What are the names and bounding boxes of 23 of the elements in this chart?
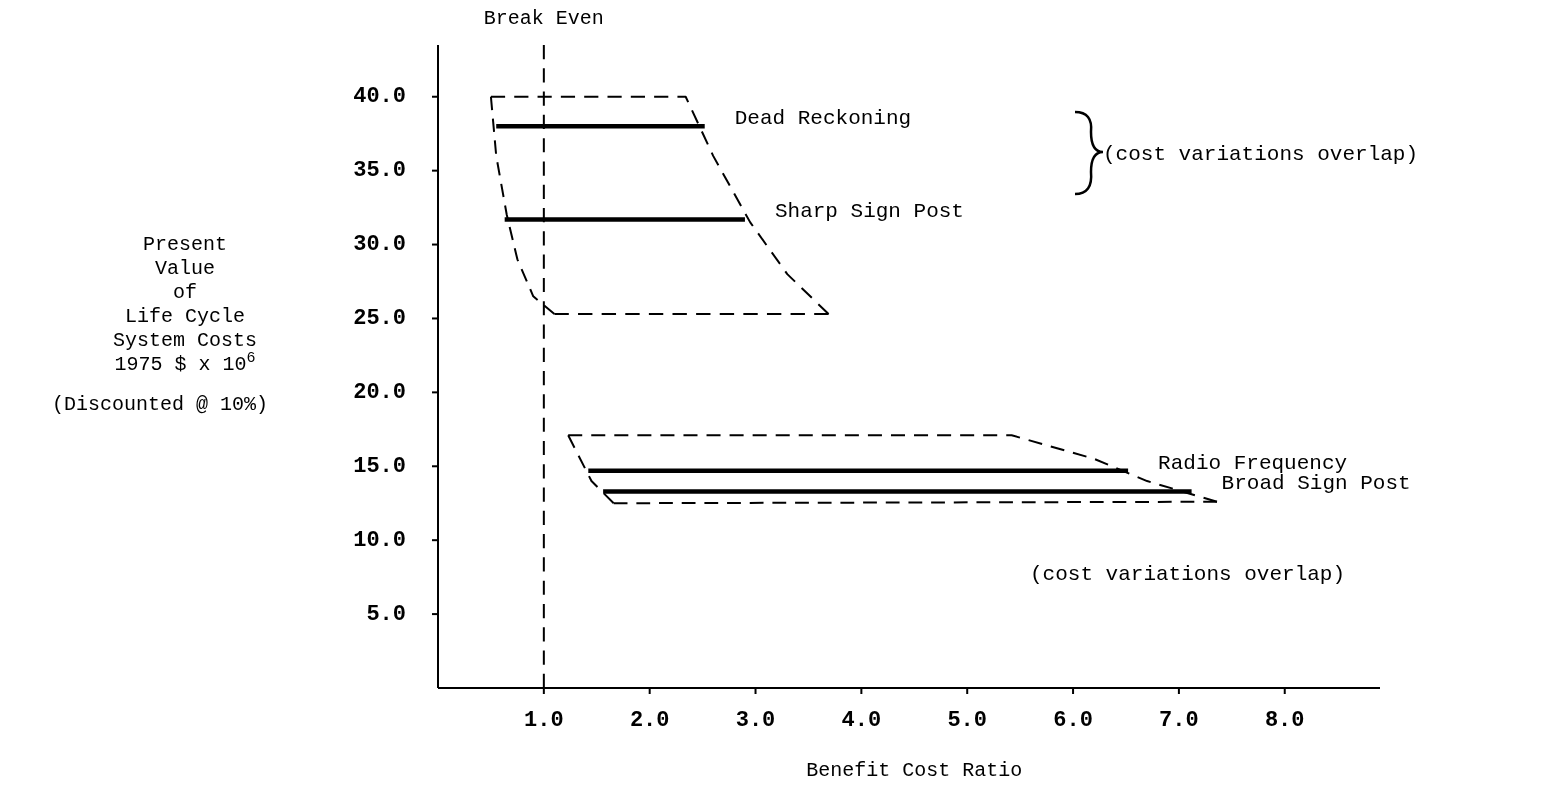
- x-tick-label: 8.0: [1264, 708, 1305, 733]
- y-tick-label: 40.0: [353, 84, 406, 110]
- x-tick-label: 7.0: [1159, 708, 1199, 733]
- x-tick-label: 2.0: [629, 708, 670, 733]
- x-tick-label: 3.0: [735, 708, 776, 733]
- annotation: (cost variations overlap): [1103, 143, 1419, 166]
- y-tick-label: 15.0: [353, 453, 406, 479]
- annotation: (cost variations overlap): [1030, 563, 1346, 586]
- x-tick-label: 1.0: [524, 708, 564, 733]
- y-tick-label: 20.0: [353, 379, 406, 405]
- y-tick-label: 25.0: [353, 305, 406, 331]
- series-label: Dead Reckoning: [734, 107, 912, 131]
- text: Present Value of Life Cycle System Costs 1975 $ x 10$^{6}$ (Discounted @ 10%): [51, 233, 269, 416]
- x-axis-title: Benefit Cost Ratio: [806, 759, 1023, 782]
- ref-line-label: Break Even: [483, 7, 604, 30]
- y-tick-label: 35.0: [353, 158, 406, 184]
- series-label: Sharp Sign Post: [774, 200, 964, 224]
- x-tick-label: 4.0: [841, 708, 882, 733]
- y-tick-label: 10.0: [353, 527, 406, 553]
- y-tick-label: 30.0: [353, 232, 406, 258]
- x-tick-label: 5.0: [947, 708, 988, 733]
- y-tick-label: 5.0: [366, 601, 406, 627]
- x-tick-label: 6.0: [1053, 708, 1093, 733]
